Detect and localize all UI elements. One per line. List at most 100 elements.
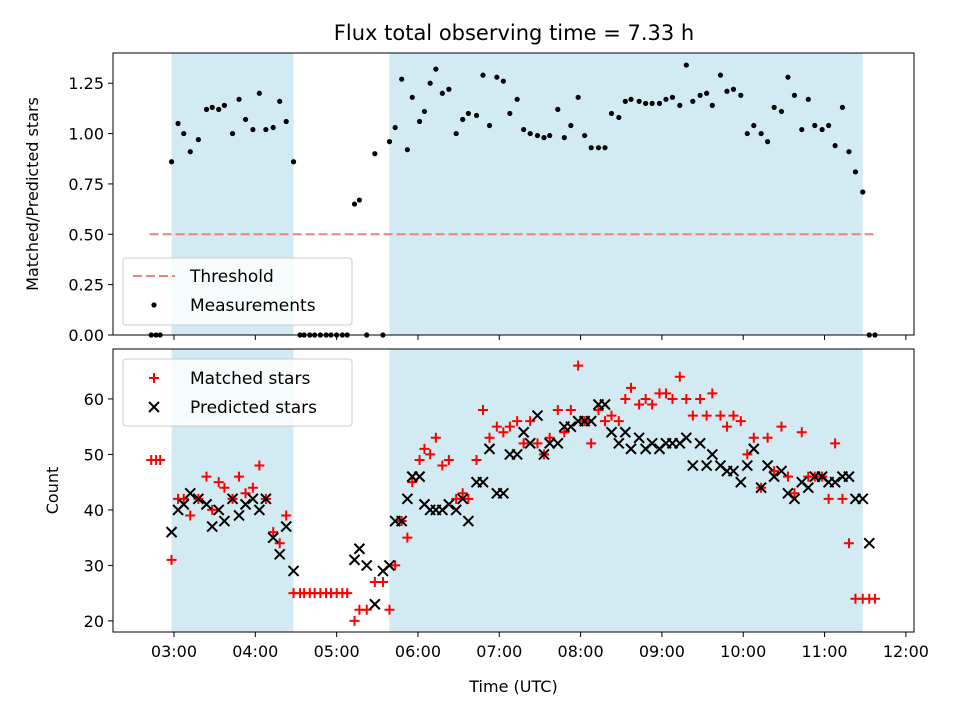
predicted-star-marker <box>700 459 713 472</box>
matched-star-marker <box>796 427 807 438</box>
measurement-point <box>270 124 276 131</box>
y-tick-label: 50 <box>84 445 104 464</box>
matched-star-marker <box>674 371 685 382</box>
measurement-point <box>439 90 445 96</box>
matched-star-marker <box>707 388 718 399</box>
matched-star-marker <box>762 432 773 443</box>
matched-star-marker <box>155 454 166 465</box>
measurement-point <box>527 130 533 137</box>
predicted-star-marker <box>857 493 869 505</box>
measurement-point <box>433 66 439 72</box>
matched-star-marker <box>837 493 848 504</box>
measurement-point <box>677 102 683 108</box>
measurement-point <box>404 147 410 153</box>
matched-star-marker <box>843 538 854 549</box>
predicted-star-marker <box>863 537 875 549</box>
predicted-star-marker <box>483 443 496 455</box>
measurement-point <box>427 80 433 86</box>
measurement-point <box>649 100 655 106</box>
predicted-star-marker <box>741 459 754 472</box>
legend-box <box>122 358 353 427</box>
legend-matched-label: Matched stars <box>190 369 310 389</box>
predicted-star-marker <box>184 487 196 499</box>
predicted-star-marker <box>706 448 719 461</box>
y-tick-label: 0.50 <box>68 225 104 244</box>
y-tick-label: 30 <box>84 556 104 575</box>
matched-star-marker <box>361 604 372 615</box>
matched-star-marker <box>451 493 462 504</box>
predicted-star-marker <box>192 493 205 505</box>
measurement-point <box>616 114 622 121</box>
predicted-star-marker <box>619 426 632 438</box>
matched-star-marker <box>234 471 245 482</box>
predicted-star-marker <box>361 559 373 572</box>
predicted-star-marker <box>687 459 699 472</box>
matched-star-marker <box>715 410 726 421</box>
matched-star-marker <box>565 405 576 416</box>
measurement-point <box>555 106 561 112</box>
matched-star-marker <box>185 510 196 521</box>
measurement-point <box>765 139 771 145</box>
measurement-point <box>758 130 764 137</box>
predicted-star-marker <box>775 465 788 477</box>
legend-measurements-swatch <box>151 302 157 308</box>
axes-frame <box>112 348 915 633</box>
measurement-point <box>602 145 608 151</box>
measurement-point <box>209 104 215 110</box>
predicted-star-marker <box>599 398 611 411</box>
measurement-point <box>785 74 791 80</box>
predicted-star-marker <box>788 493 801 505</box>
y-axis-label: Count <box>43 467 62 515</box>
measurement-point <box>465 110 471 117</box>
predicted-star-marker <box>524 437 536 450</box>
measurement-point <box>771 104 777 110</box>
predicted-star-marker <box>538 448 550 461</box>
measurement-point <box>709 102 715 108</box>
predicted-star-marker <box>497 487 510 499</box>
matched-star-marker <box>402 532 413 543</box>
y-tick-label: 1.00 <box>68 125 104 144</box>
x-tick-label: 04:00 <box>232 642 278 661</box>
matched-star-marker <box>728 410 739 421</box>
predicted-star-marker <box>748 443 760 455</box>
predicted-star-marker <box>456 493 469 505</box>
matched-star-marker <box>377 577 388 588</box>
measurement-point <box>860 189 866 195</box>
matched-star-marker <box>518 438 529 449</box>
matched-star-marker <box>606 410 617 421</box>
measurement-point <box>643 100 649 106</box>
matched-star-marker <box>201 471 212 482</box>
measurement-point <box>595 145 602 151</box>
measurement-point <box>778 108 785 115</box>
matched-star-marker <box>687 410 698 421</box>
measurement-point <box>534 132 541 139</box>
bottom-panel: 20 30 40 50 60 03:00 04:00 05:00 06:00 07:00 08:00… <box>43 348 929 696</box>
x-tick-label: 11:00 <box>801 642 847 661</box>
measurement-point <box>547 132 553 139</box>
matched-star-marker <box>274 538 285 549</box>
measurement-point <box>446 86 452 92</box>
measurement-point <box>663 96 669 102</box>
matched-star-marker <box>559 427 570 438</box>
predicted-star-marker <box>755 482 767 494</box>
measurement-point <box>683 62 689 68</box>
measurement-point <box>421 108 428 115</box>
matched-star-marker <box>430 432 441 443</box>
matched-star-marker <box>414 454 425 465</box>
matched-star-marker <box>544 432 555 443</box>
matched-star-marker <box>419 443 430 454</box>
matched-star-marker <box>667 393 678 404</box>
measurement-point <box>730 86 737 92</box>
matched-star-marker <box>491 421 502 432</box>
measurement-point <box>514 96 520 102</box>
y-tick-label: 0.25 <box>68 276 104 295</box>
predicted-star-marker <box>829 476 841 488</box>
matched-star-marker <box>525 416 536 427</box>
x-tick-label: 06:00 <box>395 642 441 661</box>
matched-star-marker <box>735 416 746 427</box>
measurement-point <box>372 151 378 157</box>
x-tick-label: 05:00 <box>314 642 360 661</box>
measurement-point <box>799 126 805 133</box>
predicted-star-marker <box>287 565 300 577</box>
matched-star-marker <box>384 604 395 615</box>
